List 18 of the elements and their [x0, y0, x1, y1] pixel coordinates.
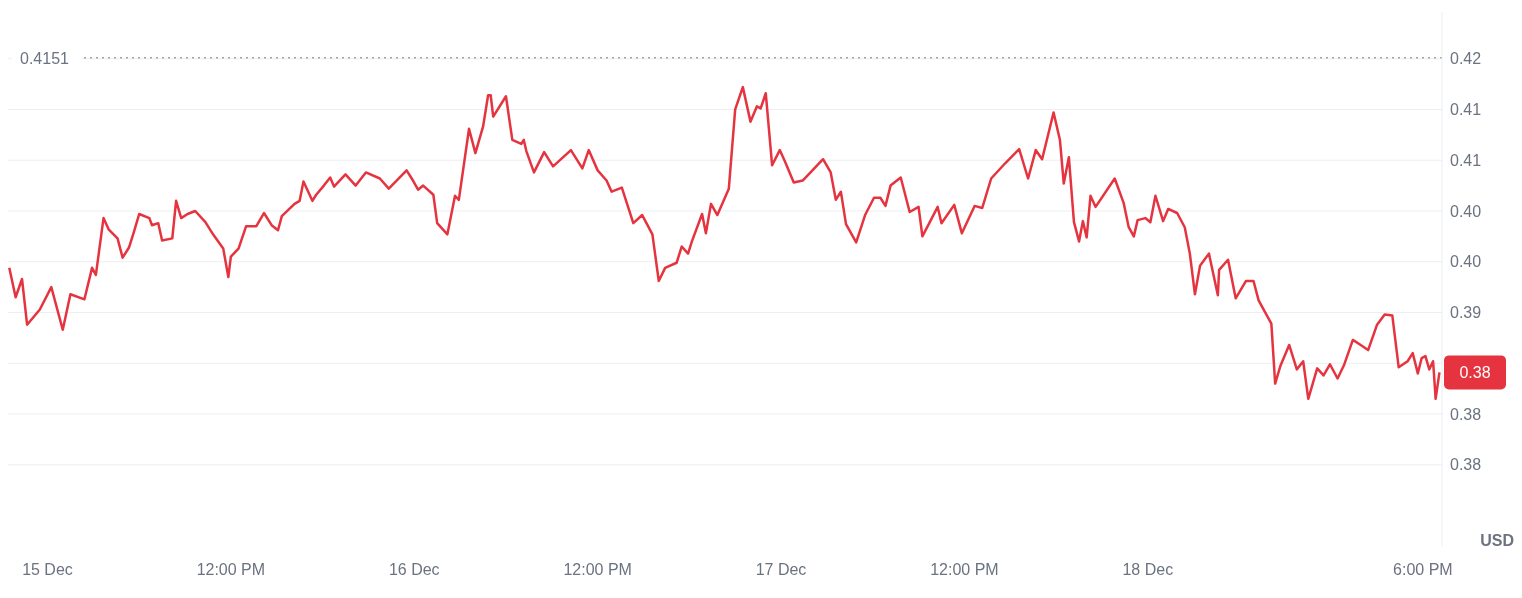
- x-tick-label: 12:00 PM: [930, 561, 999, 579]
- x-tick-label: 18 Dec: [1122, 561, 1174, 579]
- x-tick-label: 6:00 PM: [1393, 561, 1453, 579]
- y-tick-label: 0.42: [1450, 50, 1482, 68]
- y-tick-label: 0.38: [1450, 405, 1482, 423]
- y-tick-label: 0.41: [1450, 101, 1482, 119]
- x-tick-label: 16 Dec: [388, 561, 440, 579]
- y-tick-label: 0.40: [1450, 253, 1482, 271]
- x-tick-label: 15 Dec: [22, 561, 73, 579]
- y-tick-label: 0.41: [1450, 151, 1482, 169]
- y-axis-title: USD: [1480, 532, 1514, 549]
- y-tick-label: 0.39: [1450, 304, 1482, 322]
- x-tick-label: 17 Dec: [755, 561, 807, 579]
- y-tick-label: 0.38: [1450, 456, 1482, 474]
- ref-line-label: 0.4151: [20, 49, 70, 67]
- y-tick-label: 0.40: [1450, 202, 1482, 220]
- x-tick-label: 12:00 PM: [563, 561, 632, 579]
- x-tick-label: 12:00 PM: [196, 561, 266, 579]
